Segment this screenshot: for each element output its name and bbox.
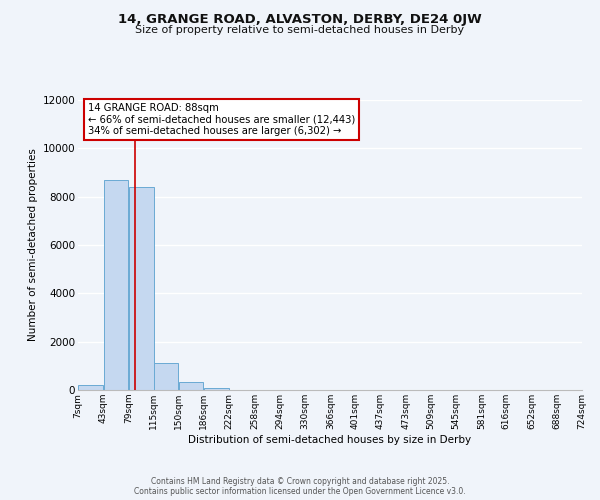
Y-axis label: Number of semi-detached properties: Number of semi-detached properties <box>28 148 38 342</box>
Bar <box>79 385 103 390</box>
Text: Contains HM Land Registry data © Crown copyright and database right 2025.: Contains HM Land Registry data © Crown c… <box>151 478 449 486</box>
Text: Contains public sector information licensed under the Open Government Licence v3: Contains public sector information licen… <box>134 488 466 496</box>
Bar <box>154 364 178 390</box>
Bar <box>179 382 203 390</box>
Bar <box>129 187 154 390</box>
Bar <box>104 180 128 390</box>
Text: Size of property relative to semi-detached houses in Derby: Size of property relative to semi-detach… <box>136 25 464 35</box>
X-axis label: Distribution of semi-detached houses by size in Derby: Distribution of semi-detached houses by … <box>188 434 472 444</box>
Text: 14, GRANGE ROAD, ALVASTON, DERBY, DE24 0JW: 14, GRANGE ROAD, ALVASTON, DERBY, DE24 0… <box>118 12 482 26</box>
Bar <box>204 388 229 390</box>
Text: 14 GRANGE ROAD: 88sqm
← 66% of semi-detached houses are smaller (12,443)
34% of : 14 GRANGE ROAD: 88sqm ← 66% of semi-deta… <box>88 103 355 136</box>
